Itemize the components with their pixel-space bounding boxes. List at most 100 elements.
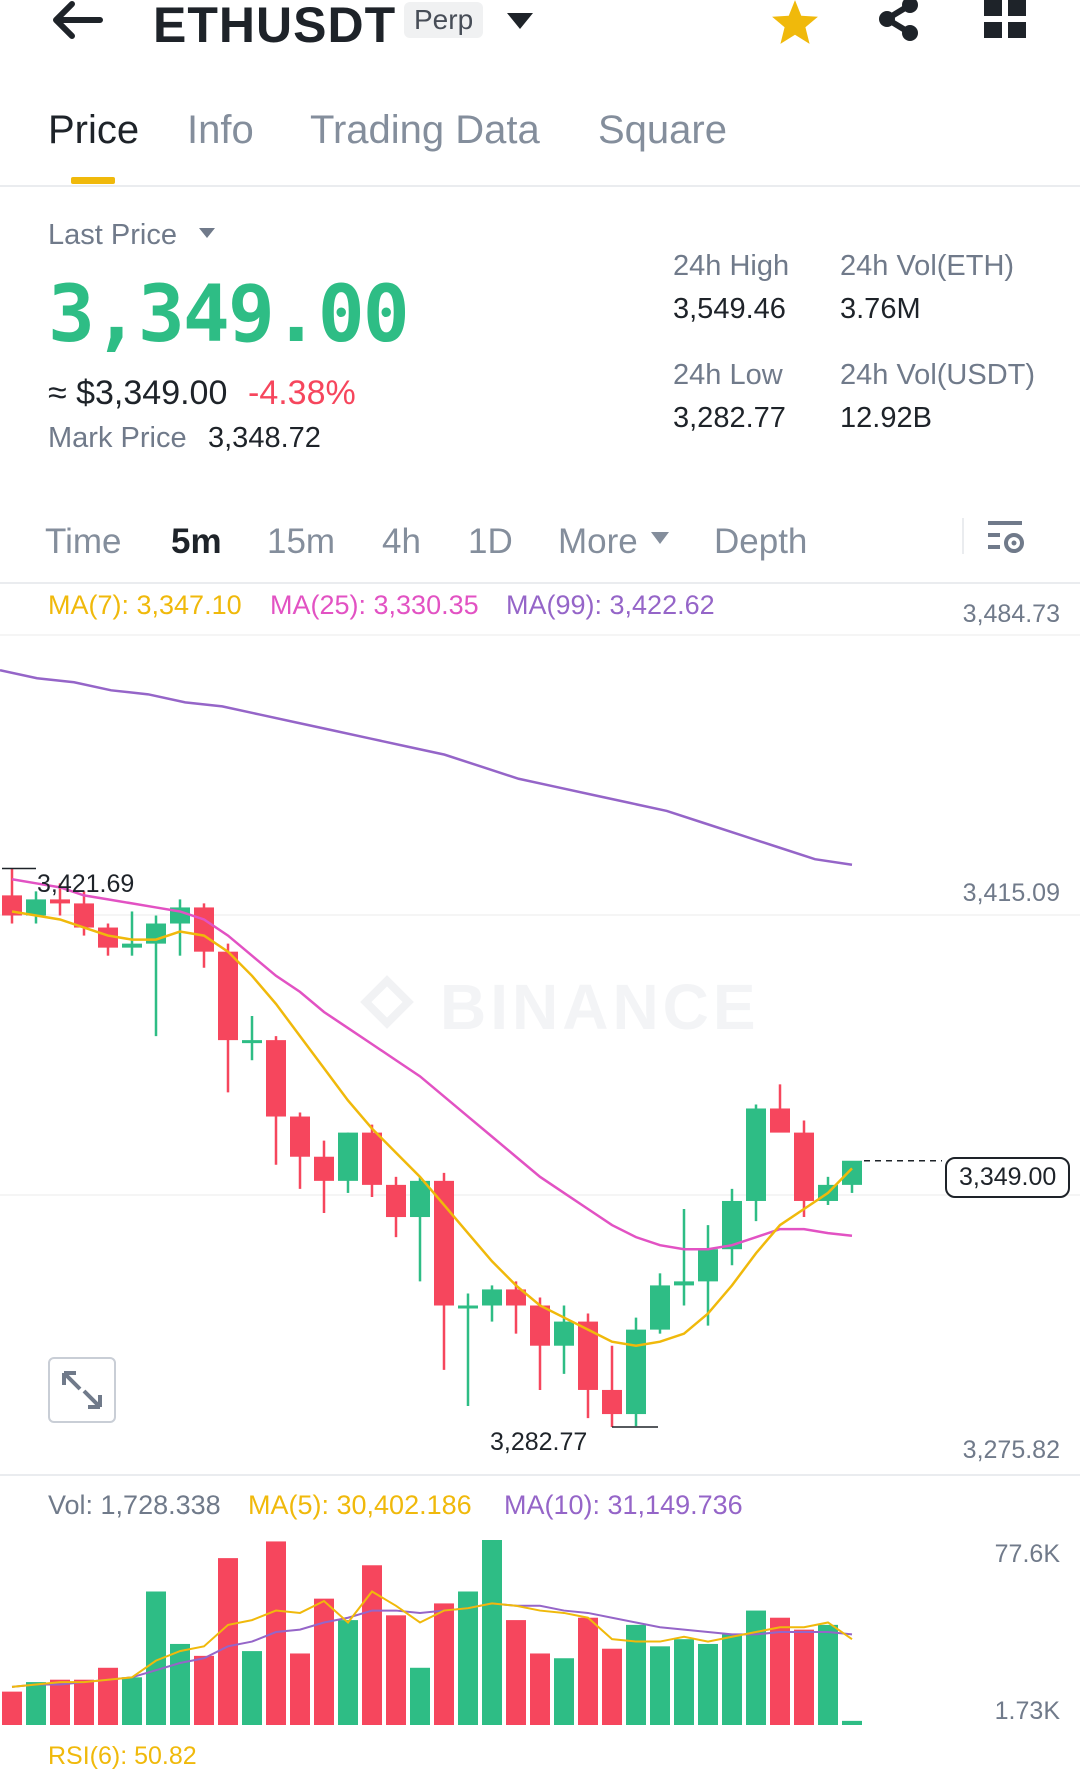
candle-body <box>842 1160 862 1185</box>
volume-bar <box>410 1667 430 1725</box>
candlestick-chart[interactable] <box>0 600 1080 1480</box>
tf-more[interactable]: More <box>558 522 638 561</box>
candle-body <box>794 1132 814 1201</box>
volume-bar <box>698 1643 718 1725</box>
volume-bar <box>362 1565 382 1725</box>
ma7-label: MA(7): 3,347.10 <box>48 590 242 620</box>
ma7-line <box>11 910 853 1347</box>
tf-depth[interactable]: Depth <box>714 522 808 561</box>
volume-bar <box>242 1651 262 1725</box>
price-change-percent: -4.38% <box>248 374 356 412</box>
back-arrow-icon[interactable] <box>48 0 108 40</box>
volume-bar <box>74 1679 94 1725</box>
volume-bar <box>266 1541 286 1725</box>
tf-1d[interactable]: 1D <box>468 522 513 561</box>
volume-axis-tick: 77.6K <box>994 1540 1060 1568</box>
volume-bar <box>338 1620 358 1725</box>
symbol-title[interactable]: ETHUSDT <box>153 0 397 53</box>
candle-body <box>602 1389 622 1415</box>
chart-settings-icon[interactable] <box>986 518 1026 558</box>
divider <box>0 582 1080 584</box>
volume-bar <box>650 1646 670 1725</box>
candle-body <box>554 1321 574 1346</box>
divider <box>962 518 964 554</box>
vol-eth-label: 24h Vol(ETH) <box>840 250 1015 282</box>
candle-body <box>458 1305 478 1309</box>
mark-price-label: Mark Price <box>48 422 187 454</box>
volume-bar <box>314 1598 334 1725</box>
candle-body <box>242 1040 262 1044</box>
volume-bar <box>506 1620 526 1725</box>
candle-body <box>386 1184 406 1218</box>
candle-body <box>410 1180 430 1218</box>
favorite-star-icon[interactable] <box>770 0 820 46</box>
last-price-value: 3,349.00 <box>48 270 410 360</box>
candle-body <box>674 1281 694 1286</box>
candle-body <box>122 943 142 948</box>
candle-body <box>98 927 118 948</box>
expand-icon <box>62 1371 102 1409</box>
volume-bar <box>194 1655 214 1725</box>
volume-bar <box>674 1639 694 1725</box>
caret-down-icon[interactable] <box>650 530 670 546</box>
candle-body <box>578 1321 598 1390</box>
ma25-label: MA(25): 3,330.35 <box>270 590 479 620</box>
candle-body <box>50 899 70 904</box>
tab-price[interactable]: Price <box>48 108 140 152</box>
volume-bar <box>122 1677 142 1725</box>
candle-body <box>506 1289 526 1306</box>
active-tab-indicator <box>71 177 115 184</box>
volume-bar <box>554 1658 574 1725</box>
low-24h-label: 24h Low <box>673 359 783 391</box>
candle-body <box>2 895 22 916</box>
candle-body <box>746 1108 766 1201</box>
tab-trading-data[interactable]: Trading Data <box>310 108 540 152</box>
approx-usd-price: ≈ $3,349.00 <box>48 374 228 412</box>
volume-bar <box>746 1610 766 1725</box>
low-24h-value: 3,282.77 <box>673 402 786 434</box>
volume-bar <box>530 1653 550 1725</box>
candle-body <box>290 1116 310 1157</box>
volume-chart[interactable] <box>0 1500 1080 1730</box>
tab-square[interactable]: Square <box>598 108 727 152</box>
candle-body <box>482 1289 502 1306</box>
volume-bar <box>98 1667 118 1725</box>
low-price-marker: 3,282.77 <box>490 1428 588 1456</box>
volume-bar <box>818 1624 838 1725</box>
volume-bar <box>722 1634 742 1725</box>
y-axis-tick: 3,415.09 <box>962 879 1060 907</box>
volume-axis-tick: 1.73K <box>994 1697 1060 1725</box>
volume-bar <box>434 1603 454 1725</box>
high-24h-value: 3,549.46 <box>673 293 786 325</box>
volume-bar <box>2 1691 22 1725</box>
volume-bar <box>290 1653 310 1725</box>
rsi-label: RSI(6): 50.82 <box>48 1742 197 1770</box>
tf-15m[interactable]: 15m <box>267 522 336 561</box>
candle-body <box>26 899 46 916</box>
tf-5m[interactable]: 5m <box>171 522 222 561</box>
last-price-label[interactable]: Last Price <box>48 219 177 251</box>
candle-body <box>434 1180 454 1306</box>
caret-down-icon[interactable] <box>505 10 535 32</box>
watermark: BINANCE <box>440 971 760 1043</box>
fullscreen-button[interactable] <box>48 1357 116 1423</box>
perp-badge: Perp <box>404 2 484 38</box>
caret-down-icon[interactable] <box>198 226 216 240</box>
volume-bar <box>386 1615 406 1725</box>
tf-time[interactable]: Time <box>45 522 122 561</box>
tf-4h[interactable]: 4h <box>382 522 421 561</box>
candle-body <box>362 1132 382 1185</box>
mark-price-value: 3,348.72 <box>208 422 321 454</box>
candle-body <box>770 1108 790 1133</box>
grid-menu-icon[interactable] <box>984 0 1026 38</box>
candle-body <box>650 1285 670 1330</box>
volume-bar <box>626 1624 646 1725</box>
vol-ma5-line <box>11 1590 853 1688</box>
volume-bar <box>26 1682 46 1725</box>
ma99-label: MA(99): 3,422.62 <box>506 590 715 620</box>
candle-body <box>74 903 94 928</box>
share-icon[interactable] <box>876 0 922 42</box>
volume-bar <box>602 1648 622 1725</box>
tab-info[interactable]: Info <box>187 108 254 152</box>
ma25-line <box>11 878 853 1251</box>
